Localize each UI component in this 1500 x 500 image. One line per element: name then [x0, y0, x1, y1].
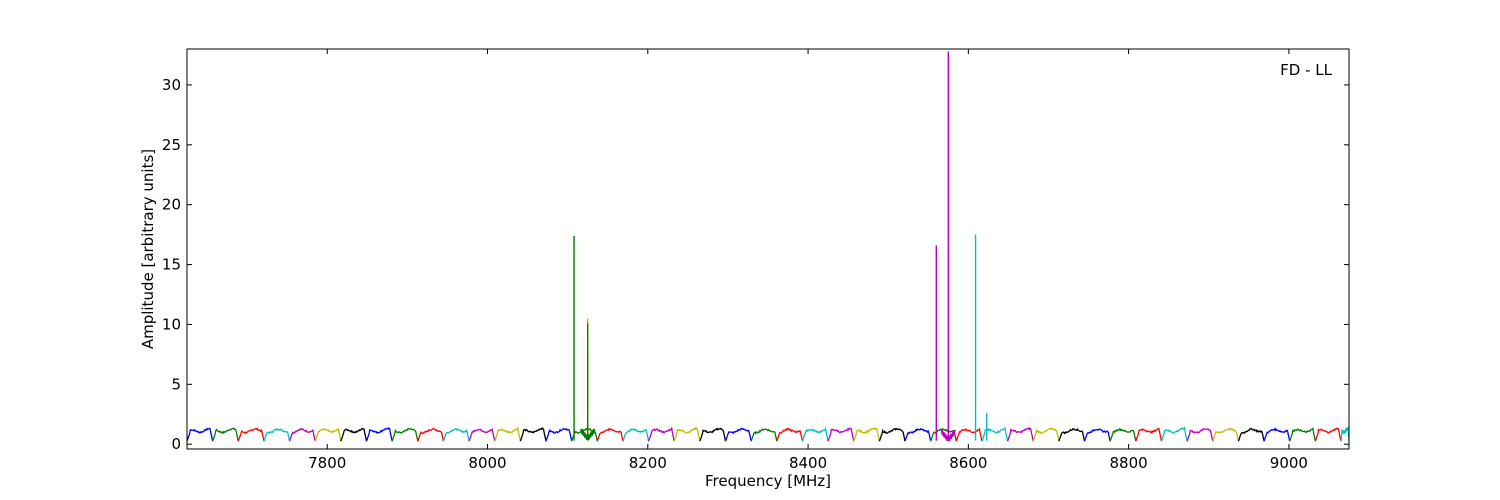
band-segment [853, 427, 881, 442]
x-tick-label: 8400 [789, 454, 827, 472]
x-tick-label: 8000 [468, 454, 506, 472]
band-segment [314, 428, 342, 442]
y-tick-label: 30 [162, 76, 181, 94]
band-segment [1032, 427, 1060, 442]
band-segment [545, 428, 573, 442]
band-segment [904, 427, 932, 442]
x-tick-label: 8800 [1110, 454, 1148, 472]
dip-segment [940, 429, 956, 442]
band-segment [237, 427, 265, 442]
band-segment [365, 427, 393, 442]
x-axis-label: Frequency [MHz] [705, 472, 831, 490]
y-tick-label: 5 [171, 375, 181, 393]
plot-frame [186, 48, 1350, 450]
x-tick-label: 7800 [308, 454, 346, 472]
series-layer [186, 51, 1350, 442]
band-segment [1263, 427, 1291, 442]
band-segment [1212, 427, 1240, 442]
y-tick-label: 25 [162, 136, 181, 154]
y-axis-label: Amplitude [arbitrary units] [139, 149, 157, 349]
band-segment [750, 428, 778, 442]
band-segment [878, 427, 906, 442]
band-segment [186, 427, 214, 442]
x-tick-label: 9000 [1270, 454, 1308, 472]
band-segment [1083, 428, 1111, 442]
dip-segment [580, 428, 596, 440]
y-tick-label: 20 [162, 196, 181, 214]
band-segment [211, 427, 239, 442]
band-segment [622, 428, 650, 442]
band-segment [1160, 426, 1188, 442]
band-segment [1186, 428, 1214, 442]
band-segment [647, 426, 675, 442]
band-segment [1314, 427, 1342, 442]
axis-ticks: 7800 8000 8200 8400 8600 8800 9000 0 5 10 15 20 25 30 [162, 49, 1349, 472]
band-segment [1340, 426, 1350, 442]
y-tick-label: 15 [162, 256, 181, 274]
band-segment [1289, 427, 1316, 442]
band-segment [494, 426, 522, 442]
band-segment [391, 427, 419, 442]
band-segment [468, 427, 496, 442]
band-segment [1058, 427, 1086, 442]
band-segment [1006, 427, 1034, 442]
y-tick-label: 0 [171, 435, 181, 453]
band-segment [827, 427, 855, 442]
band-segment [776, 427, 804, 442]
band-segment [442, 427, 470, 442]
band-segment [519, 426, 547, 442]
band-segment [673, 426, 701, 442]
band-segment [263, 427, 291, 442]
band-segment [1135, 427, 1163, 442]
x-tick-label: 8200 [629, 454, 667, 472]
band-segment [801, 426, 829, 442]
x-tick-label: 8600 [949, 454, 987, 472]
band-segment [1237, 427, 1265, 442]
band-segment [596, 427, 624, 442]
band-segment [699, 427, 727, 442]
band-segment [955, 427, 983, 442]
band-segment [1109, 427, 1137, 442]
band-segment [930, 428, 957, 442]
y-tick-label: 10 [162, 315, 181, 333]
band-segment [724, 427, 752, 442]
band-segment [288, 427, 316, 442]
band-segment [340, 427, 368, 442]
band-segment [417, 427, 445, 442]
panel-annotation: FD - LL [1280, 61, 1332, 79]
